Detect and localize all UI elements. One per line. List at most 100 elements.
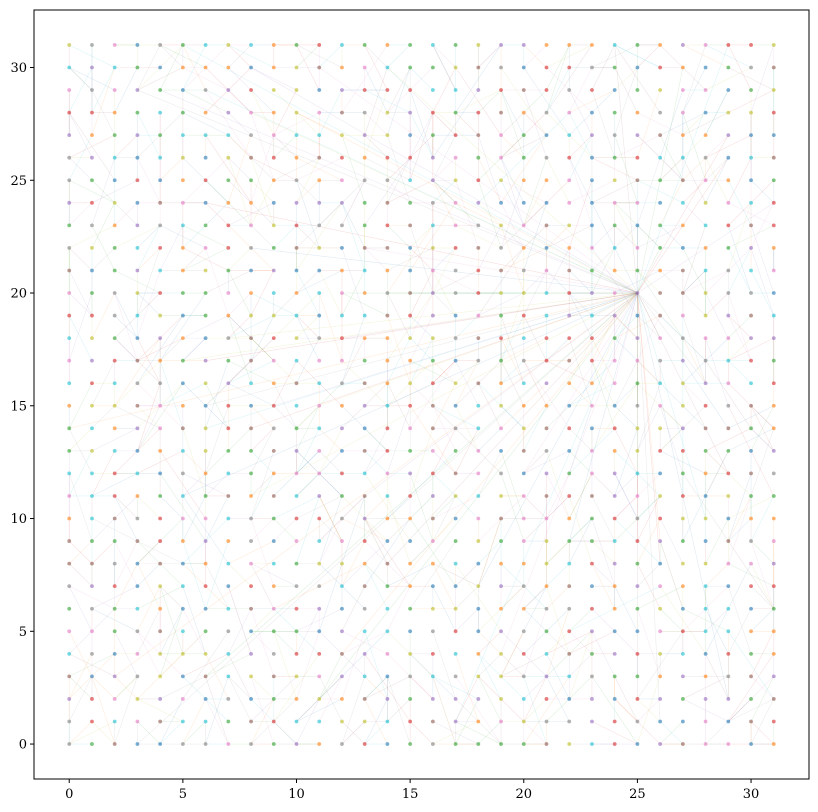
- edge: [364, 428, 388, 474]
- edge: [478, 518, 502, 587]
- data-point: [226, 313, 231, 318]
- edge: [523, 89, 547, 158]
- edge: [614, 67, 638, 113]
- edge: [182, 44, 206, 91]
- data-point: [749, 471, 753, 476]
- data-point: [362, 291, 367, 295]
- data-point: [499, 110, 503, 115]
- edge: [114, 202, 138, 226]
- data-point: [544, 742, 549, 746]
- y-tick-label: 15: [10, 399, 27, 414]
- edge: [500, 653, 524, 677]
- data-point: [476, 43, 481, 47]
- edge: [273, 653, 320, 722]
- data-point: [271, 336, 276, 341]
- edge: [296, 495, 343, 519]
- edge: [500, 180, 525, 249]
- edge: [546, 631, 593, 655]
- edge: [69, 428, 93, 452]
- edge: [659, 540, 684, 609]
- data-point: [499, 178, 503, 183]
- data-point: [658, 539, 663, 543]
- edge: [250, 518, 274, 542]
- edge: [523, 270, 547, 294]
- edge: [478, 540, 502, 564]
- data-point: [590, 448, 594, 453]
- data-point: [203, 110, 208, 115]
- data-point: [203, 403, 208, 408]
- data-point: [453, 742, 458, 746]
- data-point: [340, 358, 344, 363]
- edge: [273, 518, 297, 542]
- edge: [91, 202, 115, 249]
- data-point: [271, 471, 276, 476]
- data-point: [135, 43, 140, 47]
- data-point: [590, 291, 594, 295]
- x-tick-label: 10: [288, 787, 305, 802]
- edge: [409, 202, 456, 271]
- data-point: [271, 448, 276, 453]
- data-point: [749, 494, 753, 498]
- data-point: [612, 313, 617, 318]
- data-point: [90, 313, 94, 318]
- data-point: [544, 697, 549, 701]
- edge: [569, 631, 593, 655]
- edge: [182, 721, 206, 745]
- edge: [250, 180, 275, 226]
- edge: [182, 450, 206, 474]
- edge: [137, 270, 161, 339]
- data-point: [499, 516, 503, 521]
- data-point: [726, 494, 731, 498]
- data-point: [67, 110, 72, 115]
- edge: [364, 631, 388, 700]
- data-point: [658, 223, 663, 228]
- edge: [273, 721, 297, 745]
- data-point: [90, 494, 94, 498]
- data-point: [90, 584, 94, 589]
- data-point: [430, 539, 435, 543]
- edge: [250, 112, 638, 294]
- data-point: [158, 223, 163, 228]
- edge-layer: [68, 44, 775, 745]
- edge: [387, 67, 411, 91]
- data-point: [703, 561, 708, 566]
- edge: [68, 428, 93, 474]
- edge: [410, 360, 456, 384]
- data-point: [453, 584, 458, 589]
- data-point: [680, 403, 685, 408]
- edge: [114, 495, 138, 542]
- data-point: [430, 742, 435, 746]
- data-point: [476, 674, 481, 679]
- data-point: [567, 697, 572, 701]
- data-point: [226, 133, 231, 138]
- edge: [159, 44, 184, 91]
- data-point: [408, 561, 413, 566]
- data-point: [226, 606, 231, 611]
- edge: [91, 585, 138, 610]
- data-point: [703, 43, 708, 47]
- edge: [659, 89, 684, 158]
- edge: [69, 653, 115, 677]
- edge: [250, 315, 275, 361]
- edge: [569, 608, 615, 632]
- edge: [728, 225, 774, 249]
- data-point: [317, 381, 322, 386]
- edge: [682, 698, 729, 722]
- edge: [69, 67, 93, 91]
- data-point: [249, 200, 253, 205]
- edge: [705, 89, 729, 136]
- edge: [250, 180, 274, 204]
- edge: [250, 270, 275, 316]
- edge: [682, 44, 729, 68]
- data-point: [567, 43, 572, 47]
- data-point: [340, 426, 344, 431]
- edge: [114, 540, 138, 587]
- data-point: [726, 674, 731, 679]
- data-point: [726, 246, 731, 250]
- data-point: [703, 426, 708, 431]
- edge: [750, 698, 775, 745]
- edge: [705, 518, 729, 564]
- edge: [432, 135, 456, 181]
- data-point: [180, 88, 185, 92]
- edge: [568, 157, 638, 294]
